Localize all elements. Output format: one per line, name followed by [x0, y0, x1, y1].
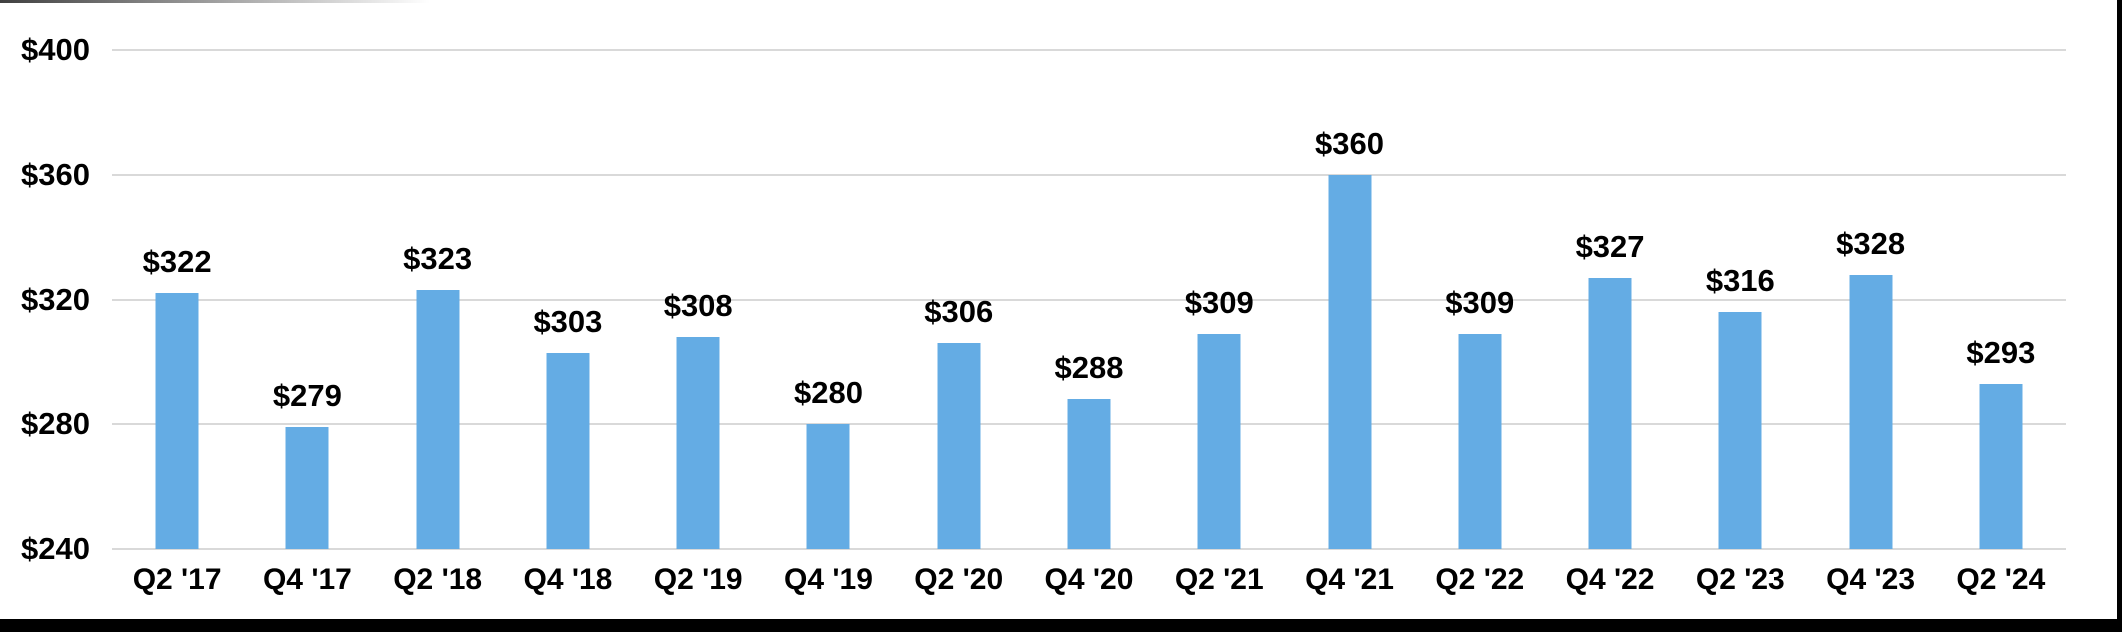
plot-area: $322 Q2 '17 $279 Q4 '17 $323 Q2 '18 $303 Q4 '18… — [112, 50, 2066, 595]
x-axis-category-label: Q4 '20 — [1044, 563, 1134, 596]
bar — [1849, 274, 1893, 549]
x-axis-category-label: Q4 '22 — [1565, 563, 1655, 596]
bar-value-label: $322 — [142, 244, 212, 280]
bar — [1067, 399, 1111, 549]
bar-group: $308 Q2 '19 — [633, 50, 763, 595]
y-axis-tick-label: $400 — [21, 32, 90, 67]
bar-value-label: $306 — [924, 294, 994, 330]
bar-value-label: $328 — [1836, 225, 1906, 261]
bar-group: $288 Q4 '20 — [1024, 50, 1154, 594]
bar-group: $293 Q2 '24 — [1936, 50, 2066, 595]
bar-value-label: $303 — [533, 303, 603, 339]
bar-group: $328 Q4 '23 — [1805, 50, 1935, 595]
bar — [155, 293, 199, 549]
bar-value-label: $309 — [1184, 284, 1254, 320]
bar-group: $316 Q2 '23 — [1675, 50, 1805, 595]
bar-value-label: $288 — [1054, 350, 1124, 386]
x-axis-category-label: Q2 '17 — [132, 563, 222, 596]
bar-group: $360 Q4 '21 — [1284, 50, 1414, 595]
bar-value-label: $323 — [403, 241, 473, 277]
bar-value-label: $279 — [272, 378, 342, 414]
bar — [285, 427, 329, 549]
bar-value-label: $360 — [1315, 125, 1384, 161]
x-axis-category-label: Q2 '21 — [1174, 563, 1264, 596]
x-axis-category-label: Q2 '24 — [1956, 563, 2046, 596]
bar-value-label: $309 — [1445, 284, 1515, 320]
x-axis-category-label: Q2 '19 — [653, 563, 743, 596]
bar-group: $327 Q4 '22 — [1545, 50, 1675, 595]
bar-group: $323 Q2 '18 — [373, 50, 503, 594]
bar — [676, 336, 720, 549]
x-axis-category-label: Q4 '18 — [523, 563, 613, 596]
y-axis-tick-label: $320 — [21, 281, 90, 317]
x-axis-category-label: Q4 '23 — [1826, 563, 1916, 596]
screenshot-edge-top — [0, 0, 430, 3]
bar-value-label: $316 — [1705, 262, 1775, 298]
bar-group: $322 Q2 '17 — [112, 50, 242, 594]
bar-group: $280 Q4 '19 — [763, 50, 893, 594]
bar — [416, 290, 460, 549]
bar-group: $309 Q2 '22 — [1415, 50, 1545, 595]
gridline — [112, 173, 2066, 176]
bar-value-label: $293 — [1966, 334, 2036, 370]
x-axis-category-label: Q4 '21 — [1305, 563, 1394, 596]
x-axis-category-label: Q2 '23 — [1695, 563, 1785, 596]
screenshot-edge-right — [2117, 0, 2122, 632]
bar — [546, 352, 590, 549]
gridline — [112, 298, 2066, 301]
bar-group: $309 Q2 '21 — [1154, 50, 1284, 595]
bar-group: $279 Q4 '17 — [242, 50, 372, 594]
bar-value-label: $280 — [793, 375, 863, 411]
x-axis-category-label: Q4 '17 — [262, 563, 352, 596]
bar-value-label: $308 — [663, 287, 733, 323]
bar — [1979, 383, 2023, 549]
gridline — [112, 49, 2066, 51]
y-axis-tick-label: $280 — [21, 406, 90, 442]
bar — [1328, 174, 1372, 549]
bar-group: $303 Q4 '18 — [503, 50, 633, 595]
x-axis-category-label: Q2 '22 — [1435, 563, 1525, 596]
bar-value-label: $327 — [1575, 228, 1645, 264]
bar — [1588, 277, 1632, 549]
bar — [1458, 333, 1502, 549]
x-axis-category-label: Q4 '19 — [784, 563, 873, 596]
x-axis-category-label: Q2 '20 — [914, 563, 1004, 596]
bar — [937, 343, 981, 549]
y-axis-tick-label: $240 — [21, 531, 90, 566]
bar — [1197, 333, 1241, 549]
y-axis-tick-label: $360 — [21, 156, 90, 192]
bar-group: $306 Q2 '20 — [894, 50, 1024, 594]
bar — [1718, 311, 1762, 549]
bar — [806, 424, 850, 549]
screenshot-edge-bottom — [0, 619, 2122, 632]
gridline — [112, 548, 2066, 550]
x-axis-category-label: Q2 '18 — [393, 563, 483, 596]
